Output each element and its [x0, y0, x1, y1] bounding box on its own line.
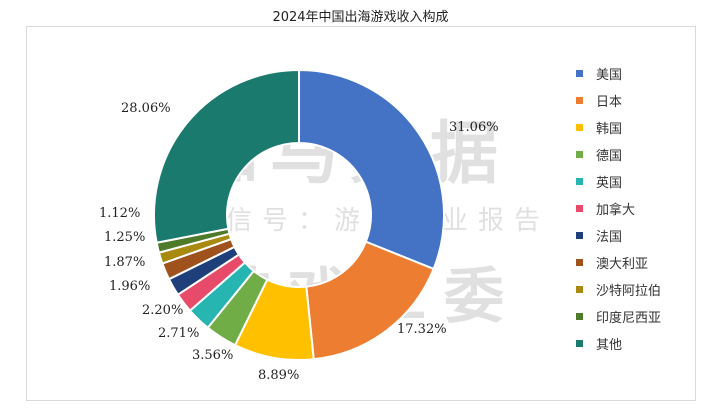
chart-frame [26, 26, 696, 401]
legend-label: 加拿大 [596, 203, 636, 218]
data-label: 2.71% [158, 326, 199, 341]
legend-label: 日本 [596, 95, 623, 110]
legend-swatch [576, 232, 583, 239]
legend-swatch [576, 340, 583, 347]
data-label: 2.20% [142, 303, 183, 318]
legend-label: 德国 [596, 149, 623, 164]
data-label: 31.06% [449, 120, 499, 135]
watermark-wechat: 微信号：游戏产业报告 [190, 200, 550, 237]
data-label: 3.56% [192, 348, 233, 363]
legend-swatch [576, 70, 583, 77]
legend-swatch [576, 97, 583, 104]
data-label: 1.12% [99, 206, 140, 221]
legend-swatch [576, 151, 583, 158]
data-label: 1.87% [104, 255, 145, 270]
donut-slice [298, 68, 445, 271]
legend-swatch [576, 286, 583, 293]
legend-swatch [576, 205, 583, 212]
legend-label: 澳大利亚 [596, 257, 649, 272]
legend-label: 美国 [596, 68, 623, 83]
data-label: 17.32% [397, 322, 447, 337]
data-label: 8.89% [258, 368, 299, 383]
legend-label: 沙特阿拉伯 [596, 284, 662, 299]
data-label: 1.96% [109, 279, 150, 294]
data-label: 1.25% [104, 230, 145, 245]
legend-label: 其他 [596, 338, 623, 353]
legend-label: 英国 [596, 176, 623, 191]
legend-swatch [576, 178, 583, 185]
legend-label: 法国 [596, 230, 623, 245]
legend-label: 印度尼西亚 [596, 311, 662, 326]
donut-slice [153, 68, 300, 244]
data-label: 28.06% [121, 101, 171, 116]
legend-swatch [576, 313, 583, 320]
legend-swatch [576, 124, 583, 131]
chart-title: 2024年中国出海游戏收入构成 [272, 10, 449, 25]
legend-label: 韩国 [596, 122, 623, 137]
legend-swatch [576, 259, 583, 266]
